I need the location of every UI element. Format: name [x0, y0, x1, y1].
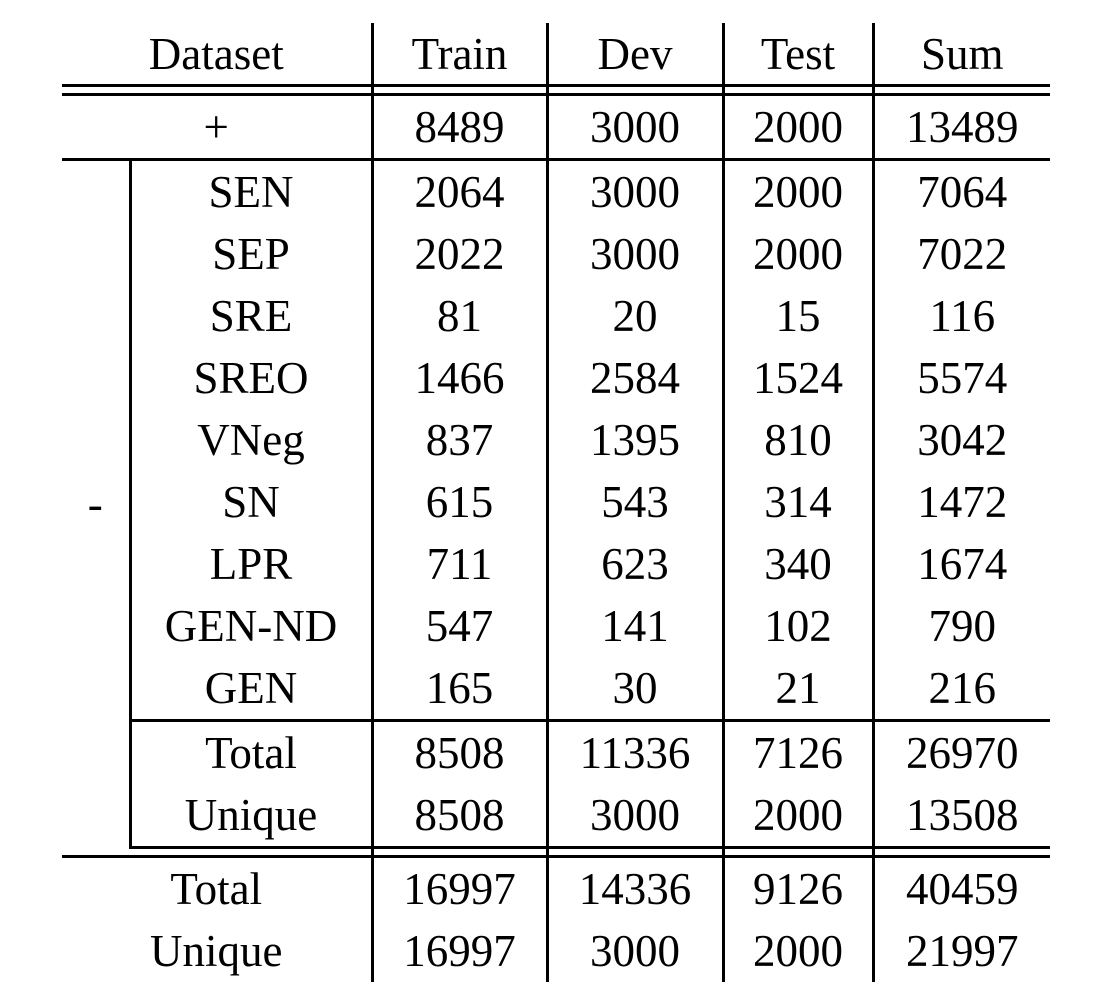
minus-total-dev-value: 11336	[545, 720, 723, 784]
minus-total-sum-value: 26970	[871, 720, 1050, 784]
gen-nd-label: GEN-ND	[164, 601, 338, 651]
gen-test-value: 21	[721, 657, 873, 722]
overall-unique-test-value: 2000	[721, 920, 873, 982]
overall-unique-train-value: 16997	[370, 920, 547, 982]
overall-unique-row: Unique 16997 3000 2000 21997	[62, 920, 1050, 982]
vneg-sum-value: 3042	[871, 409, 1050, 471]
lpr-train-value: 711	[370, 533, 547, 595]
gen-nd-sum-value: 790	[871, 595, 1050, 657]
plus-row: + 8489 3000 2000 13489	[62, 94, 1050, 161]
col-header-train: Train	[370, 23, 547, 87]
overall-unique-label: Unique	[150, 926, 283, 976]
row-lpr: LPR 711 623 340 1674	[62, 533, 1050, 595]
lpr-test-value: 340	[721, 533, 873, 595]
col-header-dev: Dev	[545, 23, 723, 87]
minus-unique-test-value: 2000	[721, 784, 873, 849]
sre-dev-value: 20	[545, 285, 723, 347]
overall-total-row: Total 16997 14336 9126 40459	[62, 856, 1050, 920]
col-header-test: Test	[721, 23, 873, 87]
sep-test-value: 2000	[721, 223, 873, 285]
row-sreo: SREO 1466 2584 1524 5574	[62, 347, 1050, 409]
plus-dev-value: 3000	[545, 94, 723, 161]
sen-test-value: 2000	[721, 159, 873, 223]
sre-label: SRE	[209, 291, 293, 341]
gen-nd-train-value: 547	[370, 595, 547, 657]
minus-unique-label: Unique	[130, 784, 372, 849]
sen-label: SEN	[208, 167, 294, 217]
overall-total-label: Total	[170, 864, 263, 914]
gen-label: GEN	[130, 657, 372, 722]
sen-dev-value: 3000	[545, 159, 723, 223]
minus-unique-dev-value: 3000	[545, 784, 723, 849]
gen-nd-test-value: 102	[721, 595, 873, 657]
vneg-label: VNeg	[197, 415, 305, 465]
minus-unique-train-value: 8508	[370, 784, 547, 849]
minus-total-test-value: 7126	[721, 720, 873, 784]
lpr-sum-value: 1674	[871, 533, 1050, 595]
sen-sum-value: 7064	[871, 159, 1050, 223]
vneg-dev-value: 1395	[545, 409, 723, 471]
gen-nd-dev-value: 141	[545, 595, 723, 657]
minus-unique-row: Unique 8508 3000 2000 13508	[62, 784, 1050, 849]
minus-total-label: Total	[205, 728, 297, 778]
overall-total-sum-value: 40459	[871, 856, 1050, 920]
sep-label: SEP	[212, 229, 290, 279]
row-gen: GEN 165 30 21 216	[62, 657, 1050, 722]
sn-train-value: 615	[370, 471, 547, 533]
overall-total-train-value: 16997	[370, 856, 547, 920]
overall-total-test-value: 9126	[721, 856, 873, 920]
sep-sum-value: 7022	[871, 223, 1050, 285]
plus-train-value: 8489	[370, 94, 547, 161]
minus-total-row: Total 8508 11336 7126 26970	[62, 720, 1050, 784]
overall-total-dev-value: 14336	[545, 856, 723, 920]
sep-train-value: 2022	[370, 223, 547, 285]
table-header-row: Dataset Train Dev Test Sum	[62, 23, 1050, 87]
sn-label: SN	[222, 477, 280, 527]
sreo-dev-value: 2584	[545, 347, 723, 409]
sreo-train-value: 1466	[370, 347, 547, 409]
plus-sign-label: +	[62, 94, 372, 161]
overall-unique-sum-value: 21997	[871, 920, 1050, 982]
minus-total-train-value: 8508	[370, 720, 547, 784]
sep-dev-value: 3000	[545, 223, 723, 285]
sn-test-value: 314	[721, 471, 873, 533]
row-vneg: VNeg 837 1395 810 3042	[62, 409, 1050, 471]
header-double-rule	[62, 85, 1050, 96]
dataset-statistics-table: Dataset Train Dev Test Sum + 8489 3000 2…	[62, 23, 1050, 982]
gen-sum-value: 216	[871, 657, 1050, 722]
sreo-label: SREO	[193, 353, 309, 403]
vneg-test-value: 810	[721, 409, 873, 471]
lpr-dev-value: 623	[545, 533, 723, 595]
sen-train-value: 2064	[370, 159, 547, 223]
footer-double-rule	[62, 847, 1050, 858]
sreo-test-value: 1524	[721, 347, 873, 409]
col-header-dataset: Dataset	[62, 23, 372, 87]
minus-sign-label: -	[62, 159, 132, 848]
gen-train-value: 165	[370, 657, 547, 722]
sre-test-value: 15	[721, 285, 873, 347]
sre-sum-value: 116	[871, 285, 1050, 347]
plus-test-value: 2000	[721, 94, 873, 161]
row-sre: SRE 81 20 15 116	[62, 285, 1050, 347]
lpr-label: LPR	[209, 539, 293, 589]
row-sep: SEP 2022 3000 2000 7022	[62, 223, 1050, 285]
row-sn: SN 615 543 314 1472	[62, 471, 1050, 533]
overall-unique-dev-value: 3000	[545, 920, 723, 982]
gen-dev-value: 30	[545, 657, 723, 722]
sreo-sum-value: 5574	[871, 347, 1050, 409]
minus-unique-sum-value: 13508	[871, 784, 1050, 849]
row-sen: - SEN 2064 3000 2000 7064	[62, 159, 1050, 848]
plus-sum-value: 13489	[871, 94, 1050, 161]
row-gen-nd: GEN-ND 547 141 102 790	[62, 595, 1050, 657]
sre-train-value: 81	[370, 285, 547, 347]
col-header-sum: Sum	[871, 23, 1050, 87]
sn-sum-value: 1472	[871, 471, 1050, 533]
vneg-train-value: 837	[370, 409, 547, 471]
sn-dev-value: 543	[545, 471, 723, 533]
